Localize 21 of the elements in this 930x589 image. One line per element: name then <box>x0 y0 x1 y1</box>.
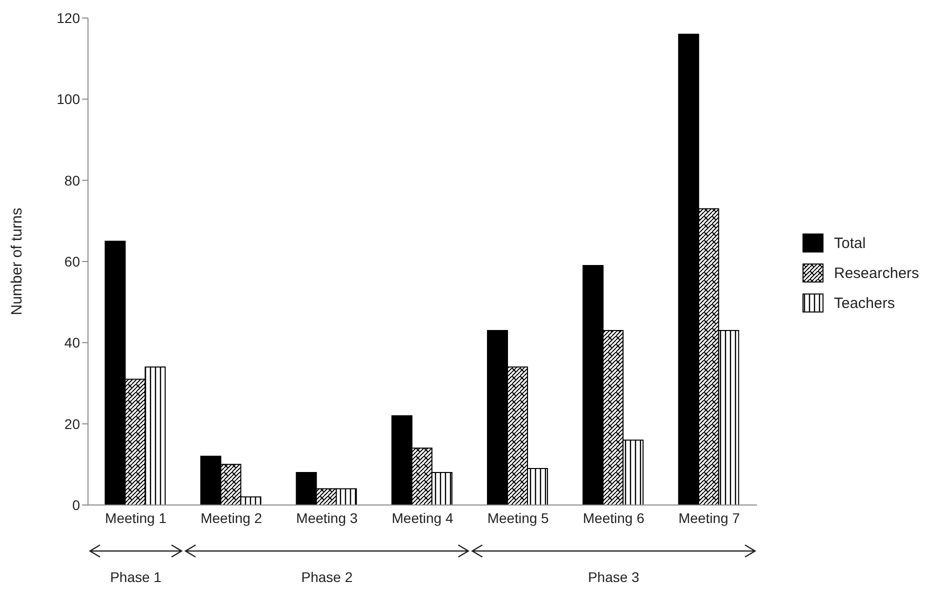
y-tick-label: 20 <box>64 416 80 432</box>
legend-label: Researchers <box>834 264 920 282</box>
x-tick-label: Meeting 1 <box>105 510 167 526</box>
x-tick-label: Meeting 3 <box>296 510 358 526</box>
y-axis-title: Number of turns <box>8 208 26 316</box>
y-tick-label: 40 <box>64 334 80 351</box>
y-tick-label: 100 <box>56 91 80 108</box>
y-tick-label: 120 <box>56 10 80 26</box>
text: Phase 1 <box>110 569 162 585</box>
x-tick-label: Meeting 7 <box>678 510 740 526</box>
y-tick-label: 60 <box>64 253 80 270</box>
legend-label: Teachers <box>834 294 895 312</box>
legend-label: Total <box>834 234 866 252</box>
x-tick-label: Meeting 5 <box>487 510 550 526</box>
y-tick-label: 80 <box>64 172 80 188</box>
x-tick-label: Meeting 6 <box>582 510 645 526</box>
x-tick-label: Meeting 2 <box>200 510 262 526</box>
text: Phase 3 <box>588 569 640 585</box>
y-tick-label: 0 <box>72 496 80 513</box>
text: Phase 2 <box>301 569 353 585</box>
x-tick-label: Meeting 4 <box>392 510 454 526</box>
